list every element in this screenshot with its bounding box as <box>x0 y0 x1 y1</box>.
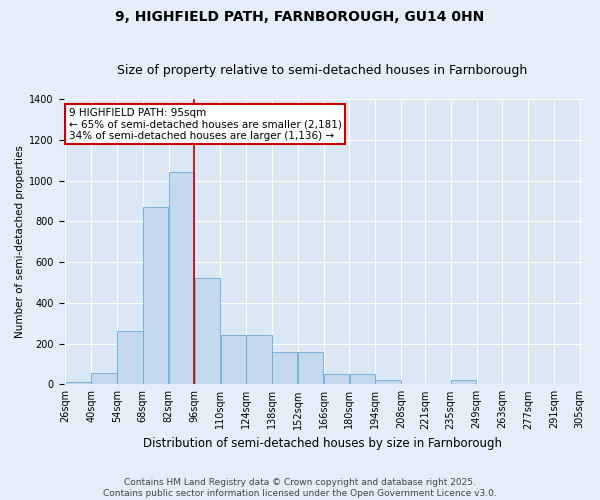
Y-axis label: Number of semi-detached properties: Number of semi-detached properties <box>15 145 25 338</box>
Text: 9, HIGHFIELD PATH, FARNBOROUGH, GU14 0HN: 9, HIGHFIELD PATH, FARNBOROUGH, GU14 0HN <box>115 10 485 24</box>
Bar <box>247 336 272 384</box>
Bar <box>451 380 476 384</box>
Text: 9 HIGHFIELD PATH: 95sqm
← 65% of semi-detached houses are smaller (2,181)
34% of: 9 HIGHFIELD PATH: 95sqm ← 65% of semi-de… <box>68 108 341 141</box>
Bar <box>65 382 91 384</box>
Bar <box>194 278 220 384</box>
Bar <box>117 332 143 384</box>
X-axis label: Distribution of semi-detached houses by size in Farnborough: Distribution of semi-detached houses by … <box>143 437 502 450</box>
Bar <box>169 172 194 384</box>
Bar <box>324 374 349 384</box>
Bar <box>221 336 246 384</box>
Title: Size of property relative to semi-detached houses in Farnborough: Size of property relative to semi-detach… <box>118 64 528 77</box>
Bar <box>272 352 298 384</box>
Text: Contains HM Land Registry data © Crown copyright and database right 2025.
Contai: Contains HM Land Registry data © Crown c… <box>103 478 497 498</box>
Bar <box>376 380 401 384</box>
Bar <box>298 352 323 384</box>
Bar <box>350 374 375 384</box>
Bar <box>91 373 117 384</box>
Bar <box>143 207 169 384</box>
